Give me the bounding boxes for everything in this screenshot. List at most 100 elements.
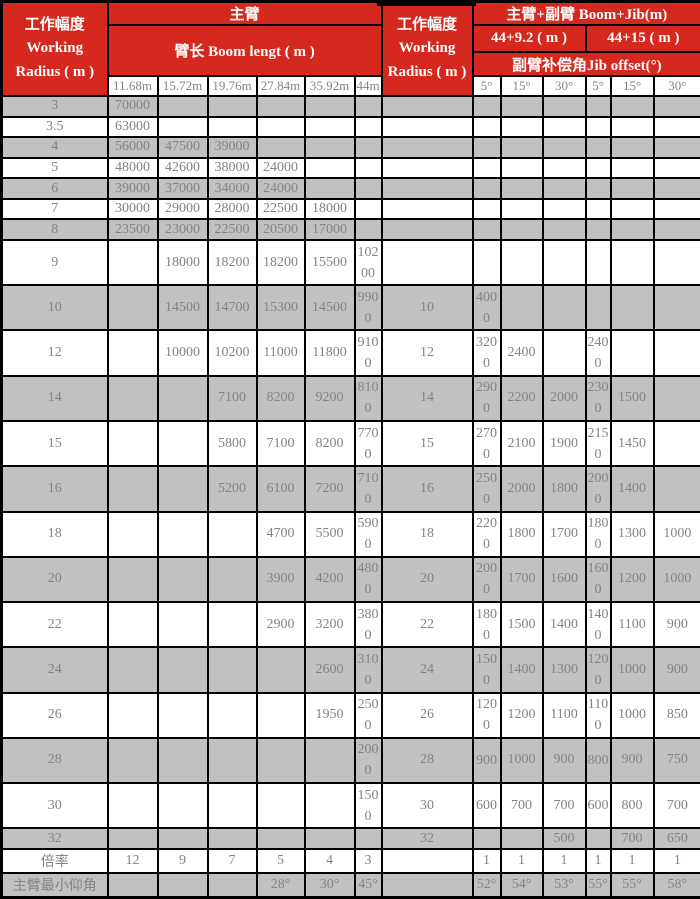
table-row: 5 48000 42600 38000 24000 — [0, 156, 700, 180]
boom-value-cell — [206, 827, 258, 850]
boom-value-cell — [106, 329, 159, 377]
boom-value-cell — [156, 374, 209, 423]
table-row: 12 10000 10200 11000 11800 9100 12 3200 2400 2400 — [0, 329, 700, 377]
jib-value-cell — [652, 136, 700, 159]
jib-angle-col-header: 30° — [652, 75, 700, 97]
jib-value-cell: 1200 — [499, 691, 544, 739]
jib-offset-header: 副臂补偿角Jib offset(°) — [471, 51, 700, 77]
boom-value-cell: 15300 — [255, 284, 306, 332]
working-radius-en2: Radius ( m ) — [15, 63, 95, 80]
boom-value-cell — [303, 782, 356, 830]
boom-value-cell: 37000 — [156, 177, 209, 200]
boom-value-cell: 18000 — [156, 238, 209, 287]
boom-value-cell — [353, 156, 383, 180]
jib-value-cell — [584, 827, 612, 850]
jib-value-cell — [609, 218, 655, 241]
radius-cell: 15 — [0, 419, 109, 468]
boom-value-cell — [303, 827, 356, 850]
jib-value-cell: 2400 — [584, 329, 612, 377]
boom-length-header: 臂长 Boom lengt ( m ) — [106, 24, 383, 77]
jib-value-cell: 1 — [541, 847, 587, 874]
boom-value-cell: 18000 — [303, 197, 356, 221]
jib-value-cell: 1800 — [499, 510, 544, 558]
boom-value-cell — [353, 197, 383, 221]
boom-value-cell — [303, 136, 356, 159]
jib-value-cell: 2150 — [584, 419, 612, 468]
table-row: 26 1950 2500 26 1200 1200 1100 1100 1000 850 — [0, 691, 700, 739]
radius2-cell — [380, 95, 474, 118]
jib-value-cell — [652, 197, 700, 221]
jib-value-cell — [541, 136, 587, 159]
table-row: 24 2600 3100 24 1500 1400 1300 1200 1000 900 — [0, 646, 700, 694]
boom-value-cell: 7700 — [353, 419, 383, 468]
radius-cell: 20 — [0, 555, 109, 604]
jib-value-cell — [609, 115, 655, 139]
jib-value-cell — [499, 115, 544, 139]
jib-value-cell: 52° — [471, 871, 502, 899]
table-row: 28 2000 28 900 1000 900 800 900 750 — [0, 736, 700, 785]
jib-value-cell: 2000 — [471, 555, 502, 604]
jib-value-cell: 1700 — [499, 555, 544, 604]
radius2-cell — [380, 238, 474, 287]
boom-value-cell: 42600 — [156, 156, 209, 180]
boom-value-cell: 4700 — [255, 510, 306, 558]
boom-length-col-header: 19.76m — [206, 75, 258, 97]
boom-value-cell — [303, 177, 356, 200]
radius2-cell: 10 — [380, 284, 474, 332]
jib-value-cell: 900 — [652, 601, 700, 649]
jib-value-cell: 2500 — [471, 465, 502, 513]
jib-value-cell: 2000 — [584, 465, 612, 513]
boom-value-cell — [206, 736, 258, 785]
radius2-cell: 22 — [380, 601, 474, 649]
radius2-cell — [380, 197, 474, 221]
radius-cell: 6 — [0, 177, 109, 200]
jib-value-cell: 1000 — [652, 510, 700, 558]
jib-value-cell: 1500 — [471, 646, 502, 694]
jib-value-cell — [541, 95, 587, 118]
boom-value-cell — [255, 691, 306, 739]
boom-value-cell: 2000 — [353, 736, 383, 785]
jib-value-cell: 1200 — [471, 691, 502, 739]
jib-value-cell: 2900 — [471, 374, 502, 423]
boom-value-cell — [106, 601, 159, 649]
radius-cell: 9 — [0, 238, 109, 287]
jib-value-cell — [499, 136, 544, 159]
boom-value-cell: 24000 — [255, 156, 306, 180]
boom-value-cell: 5200 — [206, 465, 258, 513]
boom-value-cell: 2900 — [255, 601, 306, 649]
jib-value-cell — [609, 197, 655, 221]
working-radius-en1: Working — [26, 40, 84, 57]
jib-value-cell: 900 — [652, 646, 700, 694]
boom-value-cell: 7100 — [206, 374, 258, 423]
boom-value-cell — [106, 827, 159, 850]
boom-value-cell: 14500 — [156, 284, 209, 332]
jib-value-cell — [541, 218, 587, 241]
boom-value-cell: 23000 — [156, 218, 209, 241]
jib-value-cell — [652, 419, 700, 468]
boom-value-cell: 47500 — [156, 136, 209, 159]
boom-value-cell: 34000 — [206, 177, 258, 200]
boom-value-cell — [156, 95, 209, 118]
radius-cell: 26 — [0, 691, 109, 739]
jib-value-cell — [609, 95, 655, 118]
boom-value-cell — [106, 736, 159, 785]
jib-value-cell — [499, 218, 544, 241]
boom-value-cell: 39000 — [206, 136, 258, 159]
radius-cell: 3.5 — [0, 115, 109, 139]
boom-value-cell — [156, 419, 209, 468]
table-row: 16 5200 6100 7200 7100 16 2500 2000 1800 2000 1400 — [0, 465, 700, 513]
boom-value-cell — [156, 115, 209, 139]
boom-value-cell: 8200 — [255, 374, 306, 423]
jib-value-cell: 500 — [541, 827, 587, 850]
jib-value-cell: 1 — [471, 847, 502, 874]
boom-value-cell — [156, 691, 209, 739]
radius-cell: 24 — [0, 646, 109, 694]
boom-value-cell — [303, 115, 356, 139]
boom-length-col-header: 15.72m — [156, 75, 209, 97]
working-radius-zh: 工作幅度 — [397, 17, 458, 34]
boom-value-cell: 23500 — [106, 218, 159, 241]
radius2-cell — [380, 218, 474, 241]
boom-value-cell — [206, 95, 258, 118]
boom-value-cell — [156, 871, 209, 899]
boom-value-cell: 11000 — [255, 329, 306, 377]
